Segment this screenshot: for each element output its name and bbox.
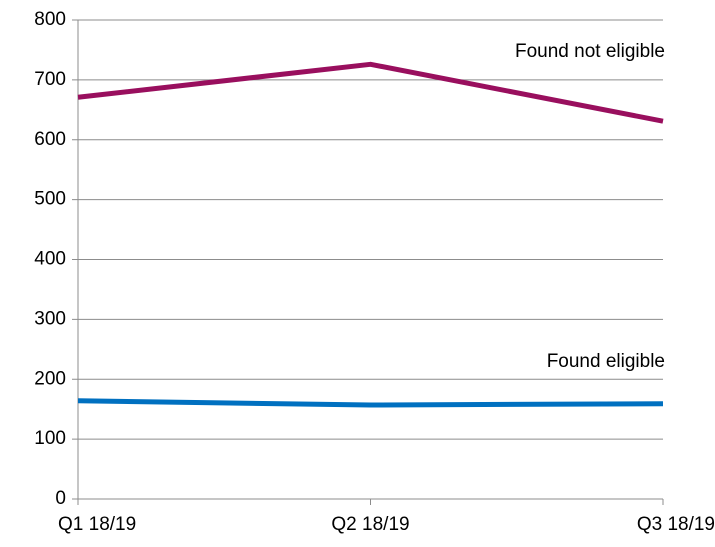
y-tick-label: 0 [55, 488, 66, 509]
series-line [77, 61, 664, 124]
y-tick-label: 200 [34, 368, 66, 389]
x-tick-label: Q2 18/19 [331, 514, 409, 535]
y-tick-label: 700 [34, 69, 66, 90]
y-tick-label: 600 [34, 129, 66, 150]
y-tick-label: 500 [34, 189, 66, 210]
y-tick-label: 400 [34, 249, 66, 270]
series-line [77, 398, 664, 408]
y-tick-label: 300 [34, 308, 66, 329]
x-tick-label: Q1 18/19 [58, 514, 136, 535]
y-tick-label: 100 [34, 428, 66, 449]
series-label: Found not eligible [515, 41, 665, 62]
y-tick-label: 800 [34, 9, 66, 30]
x-tick-label: Q3 18/19 [637, 514, 715, 535]
series-label: Found eligible [547, 351, 665, 372]
